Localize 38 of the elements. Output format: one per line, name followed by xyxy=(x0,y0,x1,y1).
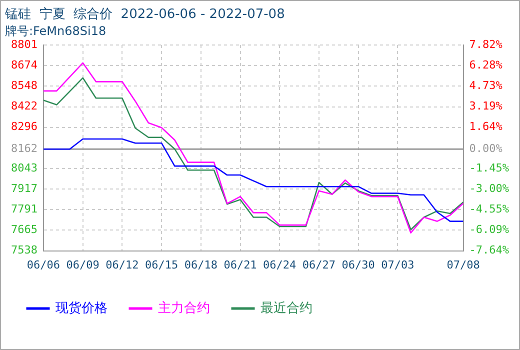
x-tick-label: 06/24 xyxy=(263,258,297,272)
y2-tick-label: 7.82% xyxy=(469,38,503,51)
x-tick-label: 06/18 xyxy=(184,258,218,272)
y-tick-label: 7538 xyxy=(10,244,38,257)
y2-tick-label: 3.19% xyxy=(469,99,503,112)
y-tick-label: 7791 xyxy=(10,202,38,216)
y-tick-label: 8801 xyxy=(10,38,38,51)
chart-subtitle: 牌号:FeMn68Si18 xyxy=(5,24,106,38)
y2-tick-label: -7.64% xyxy=(469,244,510,257)
x-tick-label: 07/08 xyxy=(446,258,480,272)
y-tick-label: 8162 xyxy=(10,142,38,155)
x-tick-label: 06/27 xyxy=(302,258,336,272)
x-tick-label: 06/21 xyxy=(224,258,257,272)
legend-label: 现货价格 xyxy=(56,300,108,316)
y-tick-label: 7665 xyxy=(10,222,38,236)
y-tick-label: 7917 xyxy=(10,182,38,195)
y-tick-label: 8296 xyxy=(10,120,38,134)
y-tick-label: 8043 xyxy=(10,161,38,174)
y2-tick-label: -1.45% xyxy=(469,161,510,174)
chart-title: 锰硅 宁夏 综合价 2022-06-06 - 2022-07-08 xyxy=(4,6,285,22)
y2-tick-label: -4.55% xyxy=(469,202,510,216)
y2-tick-label: 1.64% xyxy=(469,120,503,134)
x-tick-label: 06/09 xyxy=(66,258,100,272)
y-tick-label: 8422 xyxy=(10,100,38,113)
y2-tick-label: -3.00% xyxy=(469,182,510,195)
y2-tick-label: 6.28% xyxy=(469,58,503,72)
legend-label: 最近合约 xyxy=(260,300,312,316)
x-tick-label: 06/15 xyxy=(144,258,178,272)
legend-label: 主力合约 xyxy=(158,300,210,316)
x-tick-label: 06/12 xyxy=(106,258,139,272)
y-tick-label: 8674 xyxy=(10,58,38,72)
x-tick-label: 07/03 xyxy=(381,258,414,272)
x-tick-label: 06/30 xyxy=(342,258,375,272)
y2-tick-label: 4.73% xyxy=(469,78,503,92)
y2-tick-label: -6.09% xyxy=(469,223,510,236)
y2-tick-label: 0.00% xyxy=(469,142,503,155)
x-tick-label: 06/06 xyxy=(26,258,60,272)
y-tick-label: 8548 xyxy=(10,79,38,92)
